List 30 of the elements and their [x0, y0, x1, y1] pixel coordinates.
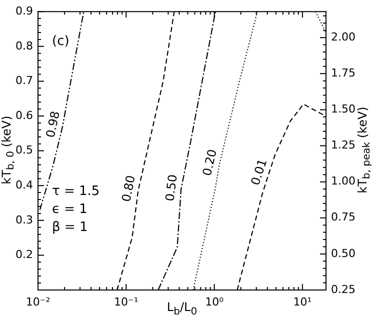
x-tick-label: 10⁻¹: [114, 295, 138, 308]
text: 0.80: [119, 174, 138, 203]
y2-tick-label: 0.75: [331, 210, 356, 224]
y2-tick-label: 1.75: [331, 66, 356, 80]
text: 0.20: [200, 148, 220, 178]
y-tick-label: 0.3: [16, 213, 33, 226]
annotation: β = 1: [52, 220, 88, 235]
x-tick-label: 10⁰: [205, 295, 224, 308]
text: 0.98: [43, 110, 63, 139]
y-tick-label: 0.7: [16, 74, 33, 88]
x-tick-label: 10⁻²: [26, 295, 50, 308]
y2-tick-label: 1.00: [331, 174, 356, 188]
y-tick-label: 0.2: [16, 248, 33, 262]
y-tick-label: 0.8: [16, 39, 33, 52]
y-tick-label: 0.9: [16, 4, 33, 18]
annotation: τ = 1.5: [52, 184, 100, 199]
annotation: ϵ = 1: [52, 202, 88, 217]
x-axis-title: L$_{b}$/L$_{0}$: [166, 300, 198, 318]
text: 0.50: [162, 174, 180, 202]
annotation: (c): [52, 34, 70, 49]
y2-tick-label: 0.50: [331, 246, 356, 260]
text: 0.01: [248, 157, 270, 187]
y2-tick-label: 2.00: [331, 30, 356, 44]
y-tick-label: 0.4: [16, 178, 33, 192]
y-tick-label: 0.5: [16, 144, 33, 157]
y2-tick-label: 1.50: [331, 102, 356, 116]
x-tick-label: 10¹: [293, 295, 312, 308]
y-tick-label: 0.6: [16, 108, 33, 122]
y2-tick-label: 0.25: [331, 282, 356, 296]
y2-tick-label: 1.25: [331, 138, 356, 152]
